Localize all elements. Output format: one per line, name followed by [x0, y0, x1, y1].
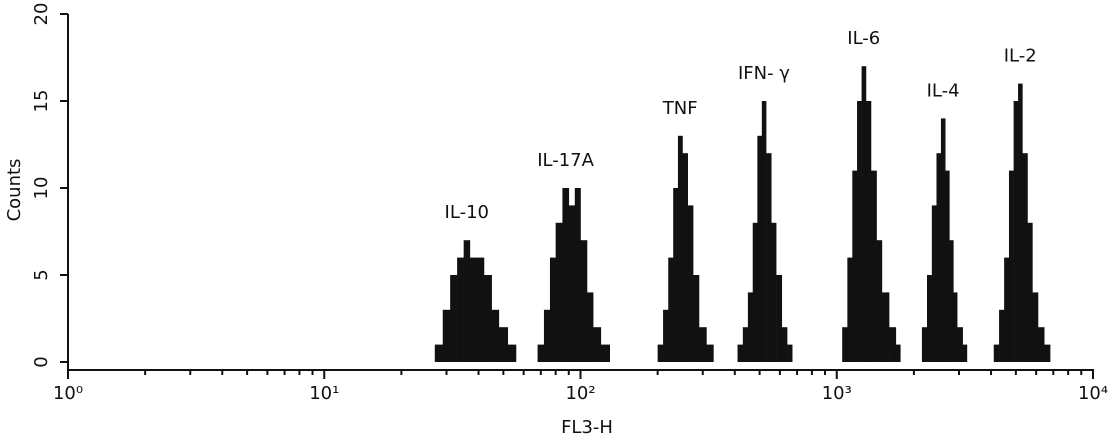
- bar: [737, 344, 744, 362]
- peak-label: IL-17A: [537, 150, 594, 171]
- x-tick-label: 10⁰: [53, 383, 83, 404]
- bar: [457, 257, 464, 362]
- bar: [549, 257, 556, 362]
- bar: [687, 205, 694, 362]
- bar: [936, 153, 942, 362]
- bar: [766, 153, 772, 362]
- bar: [953, 292, 958, 362]
- peak-label: IL-10: [445, 202, 489, 223]
- bar: [673, 188, 679, 362]
- bar: [895, 344, 901, 362]
- bar: [842, 327, 848, 362]
- peak-label: IL-6: [847, 28, 880, 49]
- bar: [574, 188, 581, 362]
- bar: [498, 327, 509, 362]
- bar: [776, 275, 783, 362]
- bar: [657, 344, 664, 362]
- bar: [562, 188, 570, 362]
- bar: [993, 344, 1000, 362]
- bar: [881, 292, 890, 362]
- bar: [706, 344, 714, 362]
- y-tick-label: 15: [31, 90, 52, 113]
- bar: [1044, 344, 1051, 362]
- bar: [847, 257, 853, 362]
- peak-label: IL-4: [927, 80, 960, 101]
- bar: [852, 170, 858, 362]
- bar: [568, 205, 576, 362]
- bar: [945, 170, 950, 362]
- bar: [463, 240, 471, 362]
- bar: [742, 327, 749, 362]
- bar: [507, 344, 517, 362]
- peak-label: IFN- γ: [738, 63, 790, 84]
- bar: [483, 275, 492, 362]
- bar: [663, 309, 669, 362]
- bar: [865, 101, 872, 362]
- bar: [537, 344, 545, 362]
- y-axis-label: Counts: [4, 159, 25, 222]
- bar: [781, 327, 788, 362]
- bar: [870, 170, 877, 362]
- bar: [931, 205, 937, 362]
- bar: [757, 135, 763, 362]
- bar: [434, 344, 444, 362]
- bar: [475, 257, 485, 362]
- bar: [1008, 170, 1014, 362]
- bar: [962, 344, 968, 362]
- bar: [999, 309, 1005, 362]
- bar: [787, 344, 793, 362]
- y-tick-label: 5: [31, 269, 52, 280]
- bar: [586, 292, 594, 362]
- y-tick-label: 10: [31, 177, 52, 200]
- x-axis-label: FL3-H: [561, 417, 613, 438]
- bar: [600, 344, 610, 362]
- bar: [949, 240, 954, 362]
- bar: [1022, 153, 1028, 362]
- bar: [889, 327, 897, 362]
- bar: [1027, 222, 1033, 362]
- bar: [555, 222, 563, 362]
- bar: [1037, 327, 1045, 362]
- x-tick-label: 10¹: [309, 383, 339, 404]
- bar: [668, 257, 674, 362]
- x-tick-label: 10⁴: [1078, 383, 1108, 404]
- y-tick-label: 0: [31, 356, 52, 367]
- bar: [469, 257, 477, 362]
- bar: [543, 309, 551, 362]
- bar: [752, 222, 758, 362]
- bar: [761, 101, 767, 362]
- bar: [677, 135, 683, 362]
- bar: [940, 118, 946, 363]
- bar: [861, 66, 867, 362]
- peak-label: TNF: [662, 98, 698, 119]
- bar: [921, 327, 928, 362]
- peak-label: IL-2: [1004, 46, 1037, 67]
- bar: [698, 327, 707, 362]
- bar: [442, 309, 451, 362]
- bar: [876, 240, 883, 362]
- bar: [1013, 101, 1019, 362]
- bar: [693, 275, 700, 362]
- bar: [771, 222, 777, 362]
- x-tick-label: 10³: [822, 383, 852, 404]
- bar: [1032, 292, 1039, 362]
- bar: [580, 240, 588, 362]
- bar: [857, 101, 862, 362]
- bar: [926, 275, 933, 362]
- y-tick-label: 20: [31, 3, 52, 26]
- bar: [1018, 83, 1023, 362]
- bar: [682, 153, 688, 362]
- bar: [450, 275, 458, 362]
- bar: [1004, 257, 1010, 362]
- bar: [747, 292, 754, 362]
- x-tick-label: 10²: [565, 383, 595, 404]
- bar: [593, 327, 602, 362]
- bar: [957, 327, 963, 362]
- bar: [491, 309, 500, 362]
